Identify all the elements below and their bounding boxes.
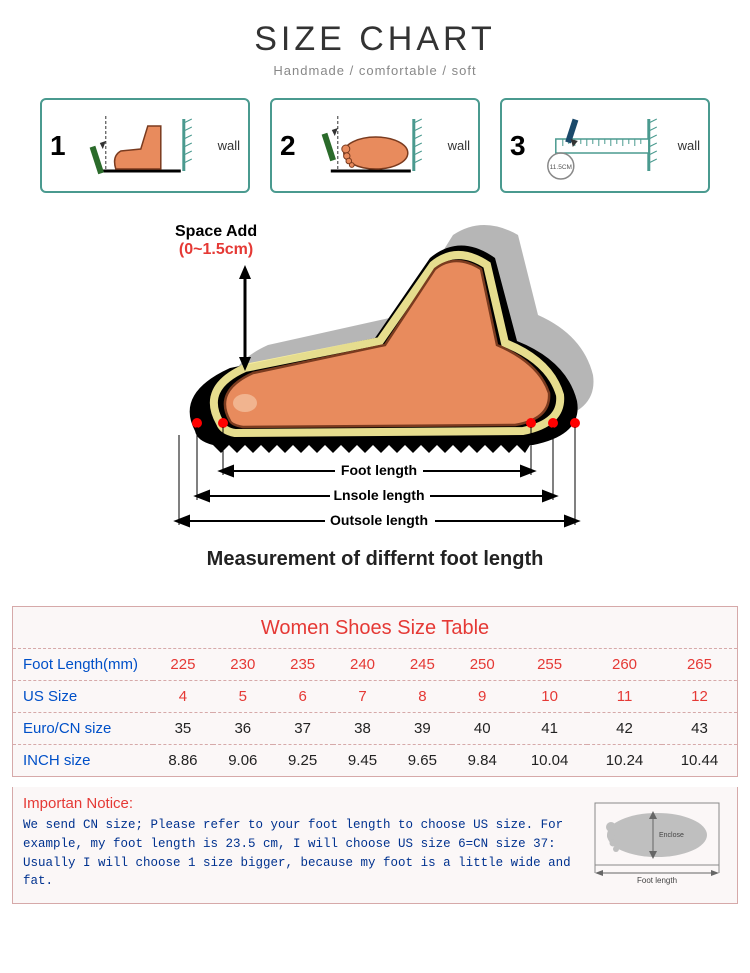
size-cell: 265 bbox=[662, 649, 737, 681]
step-2: 2 wall bbox=[270, 98, 480, 193]
main-diagram: Space Add (0~1.5cm) bbox=[0, 213, 750, 606]
size-cell: 10.04 bbox=[512, 745, 587, 777]
foot-side-icon bbox=[78, 111, 214, 181]
size-cell: 38 bbox=[333, 713, 393, 745]
notice-foot-length: Foot length bbox=[637, 876, 677, 885]
size-cell: 36 bbox=[213, 713, 273, 745]
size-cell: 9.84 bbox=[452, 745, 512, 777]
step-1: 1 wall bbox=[40, 98, 250, 193]
foot-top-icon bbox=[308, 111, 444, 181]
notice-illustration: Enclose Foot length bbox=[587, 795, 727, 890]
notice-body: We send CN size; Please refer to your fo… bbox=[23, 816, 577, 891]
size-cell: 240 bbox=[333, 649, 393, 681]
wall-label: wall bbox=[218, 138, 240, 153]
foot-outline-icon: Enclose Foot length bbox=[587, 795, 727, 885]
size-cell: 245 bbox=[392, 649, 452, 681]
foot-diagram-icon: Foot length Lnsole length Outsole length bbox=[135, 213, 615, 533]
size-cell: 225 bbox=[153, 649, 213, 681]
size-cell: 4 bbox=[153, 681, 213, 713]
header: SIZE CHART Handmade / comfortable / soft bbox=[0, 0, 750, 88]
important-notice: Importan Notice: We send CN size; Please… bbox=[12, 787, 738, 904]
size-table: Foot Length(mm)2252302352402452502552602… bbox=[13, 649, 737, 776]
size-cell: 9.45 bbox=[333, 745, 393, 777]
size-cell: 41 bbox=[512, 713, 587, 745]
step-1-illustration bbox=[78, 111, 214, 181]
step-3-illustration: 11.5CM bbox=[538, 111, 674, 181]
enclose-label: Enclose bbox=[659, 832, 684, 839]
measurement-steps: 1 wall 2 bbox=[0, 88, 750, 213]
size-cell: 5 bbox=[213, 681, 273, 713]
size-cell: 9.65 bbox=[392, 745, 452, 777]
page-title: SIZE CHART bbox=[0, 20, 750, 59]
wall-label: wall bbox=[678, 138, 700, 153]
size-cell: 35 bbox=[153, 713, 213, 745]
size-cell: 10 bbox=[512, 681, 587, 713]
step-number: 2 bbox=[280, 130, 304, 162]
step-2-illustration bbox=[308, 111, 444, 181]
size-cell: 9.06 bbox=[213, 745, 273, 777]
size-cell: 9.25 bbox=[273, 745, 333, 777]
row-header: US Size bbox=[13, 681, 153, 713]
foot-length-label: Foot length bbox=[341, 462, 417, 478]
row-header: Foot Length(mm) bbox=[13, 649, 153, 681]
ruler-icon: 11.5CM bbox=[538, 111, 674, 181]
space-add-label: Space Add bbox=[175, 223, 257, 240]
size-cell: 9 bbox=[452, 681, 512, 713]
table-row: US Size456789101112 bbox=[13, 681, 737, 713]
size-cell: 250 bbox=[452, 649, 512, 681]
size-cell: 40 bbox=[452, 713, 512, 745]
outsole-length-label: Outsole length bbox=[330, 512, 428, 528]
size-cell: 255 bbox=[512, 649, 587, 681]
page-subtitle: Handmade / comfortable / soft bbox=[0, 63, 750, 78]
table-row: Euro/CN size353637383940414243 bbox=[13, 713, 737, 745]
size-cell: 11 bbox=[587, 681, 662, 713]
insole-length-label: Lnsole length bbox=[334, 487, 425, 503]
step-number: 3 bbox=[510, 130, 534, 162]
size-cell: 230 bbox=[213, 649, 273, 681]
size-cell: 8 bbox=[392, 681, 452, 713]
size-cell: 43 bbox=[662, 713, 737, 745]
row-header: INCH size bbox=[13, 745, 153, 777]
size-cell: 8.86 bbox=[153, 745, 213, 777]
table-row: INCH size8.869.069.259.459.659.8410.0410… bbox=[13, 745, 737, 777]
wall-label: wall bbox=[448, 138, 470, 153]
notice-title: Importan Notice: bbox=[23, 795, 577, 812]
size-cell: 7 bbox=[333, 681, 393, 713]
size-cell: 37 bbox=[273, 713, 333, 745]
size-cell: 235 bbox=[273, 649, 333, 681]
diagram-caption: Measurement of differnt foot length bbox=[50, 548, 700, 571]
step-3: 3 11.5CM wall bbox=[500, 98, 710, 193]
row-header: Euro/CN size bbox=[13, 713, 153, 745]
size-table-container: Women Shoes Size Table Foot Length(mm)22… bbox=[12, 606, 738, 777]
size-cell: 6 bbox=[273, 681, 333, 713]
size-cell: 260 bbox=[587, 649, 662, 681]
space-range-label: (0~1.5cm) bbox=[179, 241, 253, 258]
table-row: Foot Length(mm)2252302352402452502552602… bbox=[13, 649, 737, 681]
size-cell: 12 bbox=[662, 681, 737, 713]
step-number: 1 bbox=[50, 130, 74, 162]
size-cell: 10.24 bbox=[587, 745, 662, 777]
table-title: Women Shoes Size Table bbox=[13, 607, 737, 649]
size-cell: 39 bbox=[392, 713, 452, 745]
size-cell: 42 bbox=[587, 713, 662, 745]
diameter-label: 11.5CM bbox=[550, 164, 572, 171]
size-cell: 10.44 bbox=[662, 745, 737, 777]
